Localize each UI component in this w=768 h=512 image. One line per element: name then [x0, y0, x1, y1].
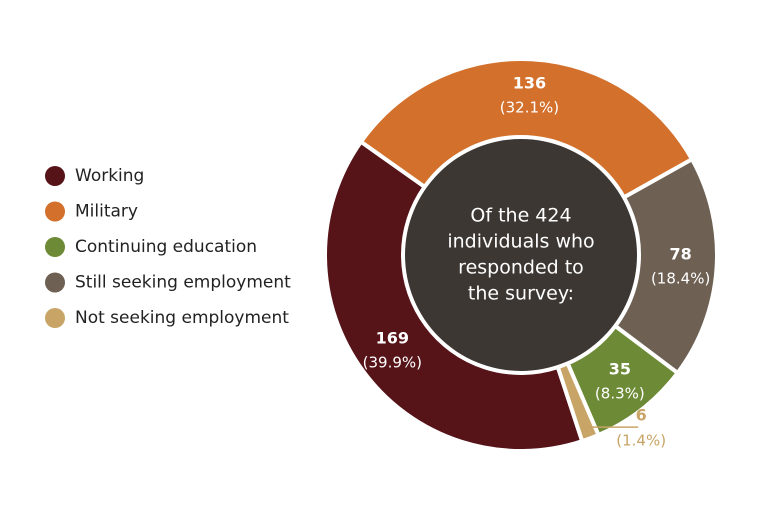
center-text: Of the 424: [470, 205, 571, 227]
center-text: the survey:: [468, 283, 574, 305]
legend-swatch: [45, 272, 65, 293]
center-text: individuals who: [447, 231, 594, 253]
donut-slice: [323, 138, 585, 453]
donut-slice: [358, 57, 695, 201]
value-label: 35: [609, 359, 631, 378]
legend-swatch: [45, 237, 65, 257]
legend-swatch: [45, 201, 65, 222]
center-text: responded to: [458, 257, 584, 279]
percent-label: (32.1%): [500, 99, 559, 117]
legend-label: Military: [75, 202, 138, 222]
donut-slice: [555, 360, 602, 444]
percent-label: (1.4%): [616, 432, 666, 450]
legend-label: Not seeking employment: [75, 308, 289, 328]
value-label: 6: [636, 406, 647, 425]
legend-label: Still seeking employment: [75, 273, 291, 293]
legend-label: Continuing education: [75, 237, 257, 257]
legend-swatch: [45, 166, 65, 186]
percent-label: (39.9%): [363, 354, 422, 372]
center-circle: [405, 139, 637, 371]
value-label: 169: [376, 329, 409, 348]
percent-label: (8.3%): [595, 384, 645, 402]
legend-label: Working: [75, 166, 144, 186]
value-label: 78: [670, 244, 692, 263]
percent-label: (18.4%): [651, 269, 710, 287]
value-label: 136: [513, 74, 546, 93]
legend-swatch: [45, 308, 65, 328]
